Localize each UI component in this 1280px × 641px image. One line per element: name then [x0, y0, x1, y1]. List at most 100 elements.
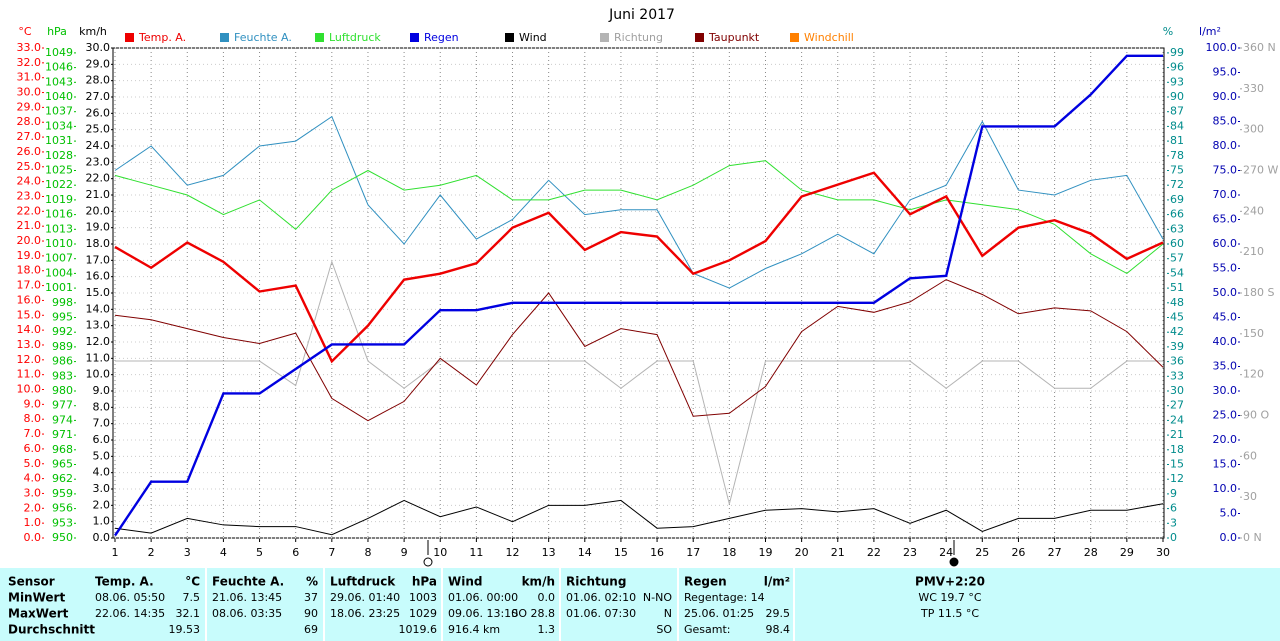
y-tick-label: 1031	[45, 134, 73, 147]
y-tick-label: 11.0	[17, 368, 42, 381]
column-unit: °C	[185, 575, 200, 589]
y-tick-label: 210	[1243, 245, 1264, 258]
y-tick-label: 18	[1170, 443, 1184, 456]
y-tick-label: 1.0	[24, 516, 42, 529]
x-tick-label: 8	[364, 546, 371, 559]
legend-label: Wind	[519, 31, 547, 44]
y-tick-label: 36	[1170, 355, 1184, 368]
x-tick-label: 14	[578, 546, 592, 559]
y-tick-label: 90 O	[1243, 409, 1269, 422]
y-tick-label: 60	[1243, 449, 1257, 462]
y-tick-label: 42	[1170, 325, 1184, 338]
series-line	[114, 171, 1164, 364]
column-unit: km/h	[522, 575, 555, 589]
y-tick-label: 27	[1170, 399, 1184, 412]
y-tick-label: 14.0	[86, 302, 111, 315]
cell-value: 69	[304, 623, 318, 636]
cell-value: 0.0	[538, 591, 556, 604]
cell-value: 1019.6	[399, 623, 438, 636]
column-unit: hPa	[412, 575, 437, 589]
cell-value: 98.4	[766, 623, 791, 636]
x-tick-label: 2	[148, 546, 155, 559]
y-tick-label: 19.0	[17, 249, 42, 262]
x-tick-label: 17	[686, 546, 700, 559]
y-tick-label: 15	[1170, 458, 1184, 471]
y-tick-label: 19.0	[86, 221, 111, 234]
y-tick-label: 0.0	[93, 531, 111, 544]
y-tick-label: 986	[52, 355, 73, 368]
y-tick-label: 17.0	[86, 253, 111, 266]
cell-text: 09.06. 13:10	[448, 607, 518, 620]
y-tick-label: 0 N	[1243, 531, 1262, 544]
legend-swatch	[410, 33, 419, 42]
column-unit: %	[306, 575, 318, 589]
y-tick-label: 950	[52, 531, 73, 544]
y-tick-label: 1013	[45, 222, 73, 235]
legend-label: Windchill	[804, 31, 854, 44]
cell-text: 08.06. 03:35	[212, 607, 282, 620]
legend-label: Richtung	[614, 31, 663, 44]
y-tick-label: 1025	[45, 164, 73, 177]
y-tick-label: 87	[1170, 105, 1184, 118]
y-tick-label: 66	[1170, 208, 1184, 221]
cell-value: 1.3	[538, 623, 556, 636]
column-header: Luftdruck	[330, 575, 396, 589]
moon-full	[423, 557, 433, 567]
y-tick-label: 6.0	[24, 442, 42, 455]
y-tick-label: 980	[52, 384, 73, 397]
y-tick-label: 25.0	[1213, 409, 1238, 422]
y-tick-label: 270 W	[1243, 164, 1278, 177]
cell-text: Gesamt:	[684, 623, 731, 636]
y-tick-label: 99	[1170, 46, 1184, 59]
x-tick-label: 18	[722, 546, 736, 559]
y-tick-label: 1007	[45, 252, 73, 265]
cell-value: 1003	[409, 591, 437, 604]
y-tick-label: 90	[1170, 90, 1184, 103]
chart-title: Juni 2017	[608, 7, 675, 23]
legend-label: Temp. A.	[138, 31, 186, 44]
moon-new	[949, 557, 959, 567]
cell-value: 7.5	[183, 591, 201, 604]
y-tick-label: 10.0	[17, 383, 42, 396]
y-tick-label: 5.0	[93, 449, 111, 462]
cell-text: 01.06. 02:10	[566, 591, 636, 604]
y-tick-label: 30.0	[86, 41, 111, 54]
y-tick-label: 24	[1170, 413, 1184, 426]
cell-value: 28.8	[531, 607, 556, 620]
y-tick-label: 60	[1170, 237, 1184, 250]
y-tick-label: 959	[52, 487, 73, 500]
y-tick-label: 29.0	[17, 100, 42, 113]
y-tick-label: 96	[1170, 61, 1184, 74]
y-tick-label: 8.0	[24, 412, 42, 425]
y-tick-label: 35.0	[1213, 360, 1238, 373]
y-tick-label: 95.0	[1213, 66, 1238, 79]
y-tick-label: 9.0	[24, 397, 42, 410]
x-tick-label: 27	[1048, 546, 1062, 559]
y-tick-label: 69	[1170, 193, 1184, 206]
cell-value: SO	[656, 623, 672, 636]
series-line	[114, 115, 1164, 289]
y-tick-label: 12.0	[86, 335, 111, 348]
y-tick-label: 1043	[45, 75, 73, 88]
y-tick-label: 16.0	[17, 293, 42, 306]
y-tick-label: 995	[52, 311, 73, 324]
y-tick-label: 9.0	[93, 384, 111, 397]
y-tick-label: 40.0	[1213, 335, 1238, 348]
y-tick-label: 3	[1170, 516, 1177, 529]
cell-text: 01.06. 00:00	[448, 591, 518, 604]
y-tick-label: 20.0	[17, 234, 42, 247]
y-tick-label: 360 N	[1243, 41, 1276, 54]
y-tick-label: 26.0	[86, 106, 111, 119]
y-tick-label: 5.0	[24, 457, 42, 470]
y-tick-label: 72	[1170, 178, 1184, 191]
legend-label: Taupunkt	[708, 31, 760, 44]
y-tick-label: 968	[52, 443, 73, 456]
axis-title: km/h	[79, 25, 107, 38]
y-tick-label: 90.0	[1213, 90, 1238, 103]
y-tick-label: 32.0	[17, 56, 42, 69]
cell-value: 37	[304, 591, 318, 604]
y-tick-label: 39	[1170, 340, 1184, 353]
x-tick-label: 9	[401, 546, 408, 559]
y-tick-label: 85.0	[1213, 115, 1238, 128]
y-tick-label: 75	[1170, 164, 1184, 177]
